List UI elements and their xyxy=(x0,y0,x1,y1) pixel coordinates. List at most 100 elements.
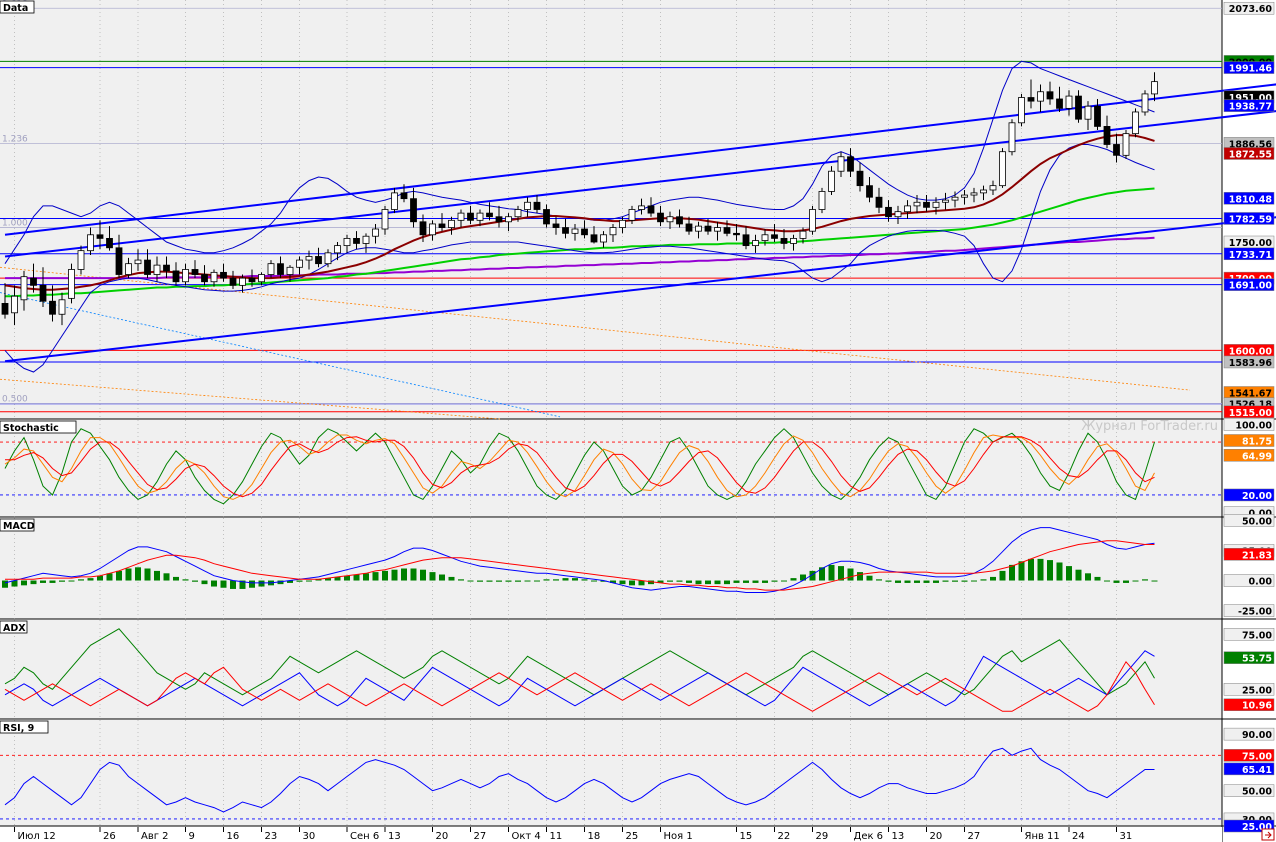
macd-histogram-bar xyxy=(429,572,436,581)
candle xyxy=(1027,97,1035,102)
macd-histogram-bar xyxy=(239,580,246,589)
macd-histogram-bar xyxy=(999,570,1006,581)
macd-histogram-bar xyxy=(325,578,331,581)
x-axis-label: 16 xyxy=(227,831,240,842)
price-label: 64.99 xyxy=(1242,451,1272,462)
pane-title-box xyxy=(0,720,49,734)
price-label: 1872.55 xyxy=(1229,149,1272,160)
candle xyxy=(932,201,940,208)
macd-histogram-bar xyxy=(458,579,464,581)
candle xyxy=(638,205,645,210)
candle xyxy=(742,234,750,247)
candle xyxy=(828,170,835,192)
price-label: -25.00 xyxy=(1238,607,1272,618)
macd-histogram-bar xyxy=(420,569,426,581)
candle xyxy=(248,277,256,283)
macd-histogram-bar xyxy=(144,568,151,581)
macd-histogram-bar xyxy=(638,580,645,586)
price-label-bg xyxy=(1223,247,1275,261)
candle xyxy=(600,234,607,243)
macd-histogram-bar xyxy=(809,570,816,581)
price-label-bg xyxy=(1223,683,1275,696)
macd-histogram-bar xyxy=(857,572,863,581)
candle xyxy=(258,274,265,283)
macd-histogram-bar xyxy=(600,580,607,582)
macd-histogram-bar xyxy=(733,580,740,583)
dotted-trend-line xyxy=(0,266,1191,391)
price-label: 25.00 xyxy=(1242,685,1272,696)
candle xyxy=(1,303,9,315)
candle xyxy=(505,216,512,223)
x-axis-label: 30 xyxy=(303,831,316,842)
macd-histogram-bar xyxy=(344,575,350,581)
fibo-level-label: 0.500 xyxy=(2,395,28,405)
candle xyxy=(11,295,18,314)
macd-histogram-bar xyxy=(743,580,749,583)
pane-title-box xyxy=(0,518,35,532)
macd-histogram-bar xyxy=(230,580,236,589)
macd-histogram-bar xyxy=(961,580,968,582)
macd-signal-line xyxy=(5,540,1155,591)
macd-histogram-bar xyxy=(78,579,84,581)
macd-histogram-bar xyxy=(372,572,379,581)
price-label-bg xyxy=(1223,99,1275,112)
candle xyxy=(1075,95,1082,120)
candle xyxy=(590,234,598,243)
macd-histogram-bar xyxy=(192,580,198,582)
price-label: 1750.00 xyxy=(1229,238,1273,249)
macd-histogram-bar xyxy=(353,574,360,581)
price-label: 1515.00 xyxy=(1229,408,1273,419)
candle xyxy=(904,205,911,213)
macd-histogram-bar xyxy=(391,569,398,581)
macd-histogram-bar xyxy=(866,575,873,581)
ma-mid-line xyxy=(5,187,1155,298)
candle xyxy=(562,227,569,234)
macd-histogram-bar xyxy=(154,570,160,581)
x-axis-label: 13 xyxy=(388,831,401,842)
macd-histogram-bar xyxy=(1113,580,1120,583)
macd-histogram-bar xyxy=(714,580,721,585)
candle xyxy=(961,194,968,198)
candle xyxy=(942,199,949,203)
fibo-level-label: 1.000 xyxy=(2,219,28,229)
macd-histogram-bar xyxy=(524,580,531,582)
macd-histogram-bar xyxy=(790,578,797,581)
macd-histogram-bar xyxy=(97,575,103,581)
candle xyxy=(419,221,427,236)
candle xyxy=(619,219,626,228)
candle xyxy=(49,300,56,315)
macd-histogram-bar xyxy=(1104,580,1110,582)
price-label: 50.00 xyxy=(1242,516,1272,527)
macd-histogram-bar xyxy=(1123,580,1129,583)
macd-histogram-bar xyxy=(971,580,977,582)
x-axis-label: Янв 11 xyxy=(1025,831,1060,842)
price-label-bg xyxy=(1223,604,1275,617)
price-label-bg xyxy=(1223,1,1275,15)
macd-histogram-bar xyxy=(562,578,569,581)
stochastic-line xyxy=(4,434,1155,500)
candle xyxy=(1132,111,1139,135)
macd-histogram-bar xyxy=(885,580,892,582)
macd-histogram-bar xyxy=(201,580,208,585)
macd-histogram-bar xyxy=(923,580,930,583)
pane-background xyxy=(0,420,1222,517)
macd-histogram-bar xyxy=(695,580,702,585)
candle xyxy=(115,247,123,275)
pane-title: ADX xyxy=(3,623,26,634)
macd-histogram-bar xyxy=(173,576,179,581)
price-label-bg xyxy=(1223,514,1275,527)
candle xyxy=(1113,144,1120,156)
price-label-bg xyxy=(1223,698,1275,711)
x-axis-label: 31 xyxy=(1120,831,1133,842)
x-axis-label: 27 xyxy=(474,831,487,842)
price-label-bg xyxy=(1223,212,1275,225)
candle xyxy=(191,269,199,275)
candle xyxy=(695,225,702,232)
macd-histogram-bar xyxy=(781,580,787,582)
candle xyxy=(106,237,113,249)
trend-channel-line xyxy=(4,83,1276,236)
stochastic-line xyxy=(5,436,1155,498)
macd-histogram-bar xyxy=(363,573,369,581)
pane-title: RSI, 9 xyxy=(3,723,34,734)
